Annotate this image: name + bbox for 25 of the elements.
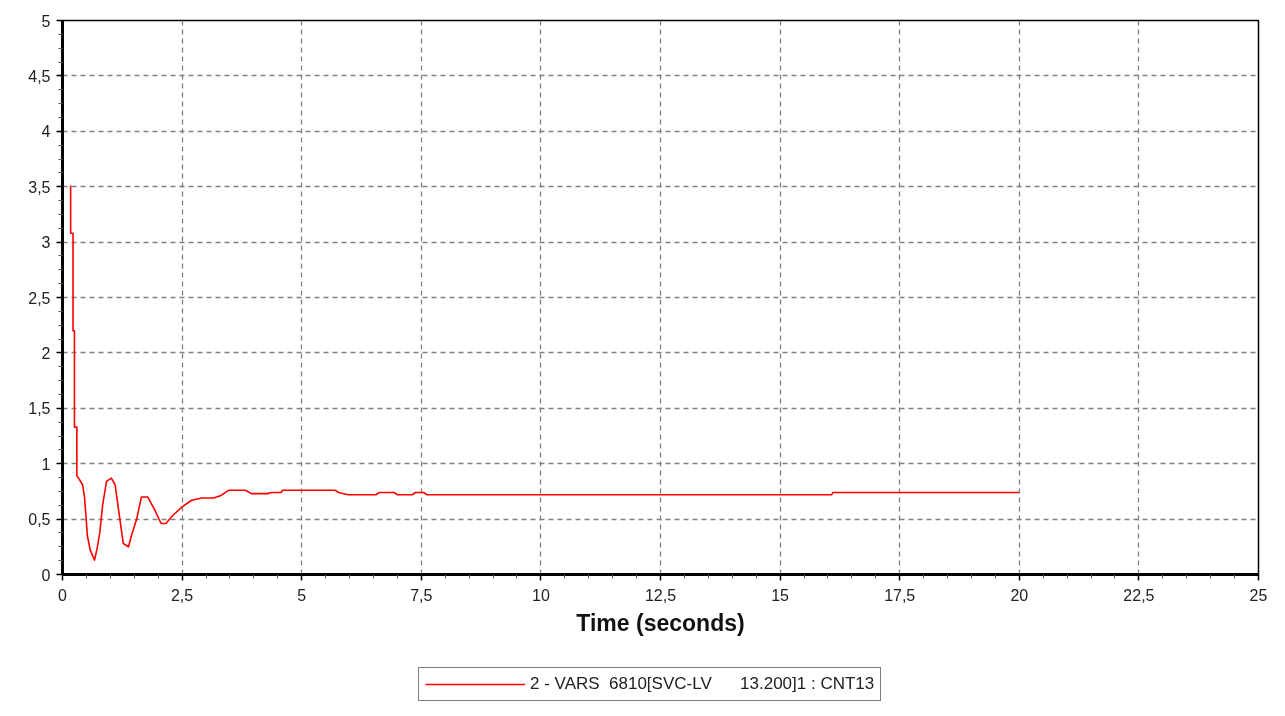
x-tick-label: 25	[1249, 586, 1268, 604]
y-tick-label: 0,5	[28, 511, 51, 529]
x-tick-label: 17,5	[884, 586, 916, 604]
x-tick-label: 10	[532, 586, 550, 604]
y-tick-label: 4,5	[28, 67, 51, 85]
x-tick-label: 5	[297, 586, 307, 604]
x-tick-label: 12,5	[644, 586, 677, 604]
y-tick-label: 3,5	[28, 178, 51, 196]
x-tick-label: 22,5	[1123, 586, 1155, 604]
y-tick-label: 2	[41, 344, 51, 362]
y-tick-label: 0	[41, 566, 51, 584]
text: 2 - VARS 6810[SVC-LV 13.200]1 : CNT13	[530, 674, 875, 694]
line-series	[69, 184, 1021, 561]
x-tick-label: 7,5	[410, 586, 433, 604]
x-tick-label: 15	[771, 586, 790, 604]
y-tick-label: 1,5	[28, 400, 51, 418]
y-tick-label: 4	[41, 123, 51, 141]
x-tick-label: 0	[58, 586, 68, 604]
y-tick-label: 2,5	[28, 289, 51, 307]
y-tick-label: 5	[41, 12, 51, 30]
y-tick-label: 1	[41, 455, 51, 473]
x-axis-title: Time (seconds)	[576, 609, 745, 636]
x-tick-label: 2,5	[170, 586, 194, 604]
x-tick-label: 20	[1010, 586, 1029, 604]
y-tick-label: 3	[41, 234, 51, 252]
